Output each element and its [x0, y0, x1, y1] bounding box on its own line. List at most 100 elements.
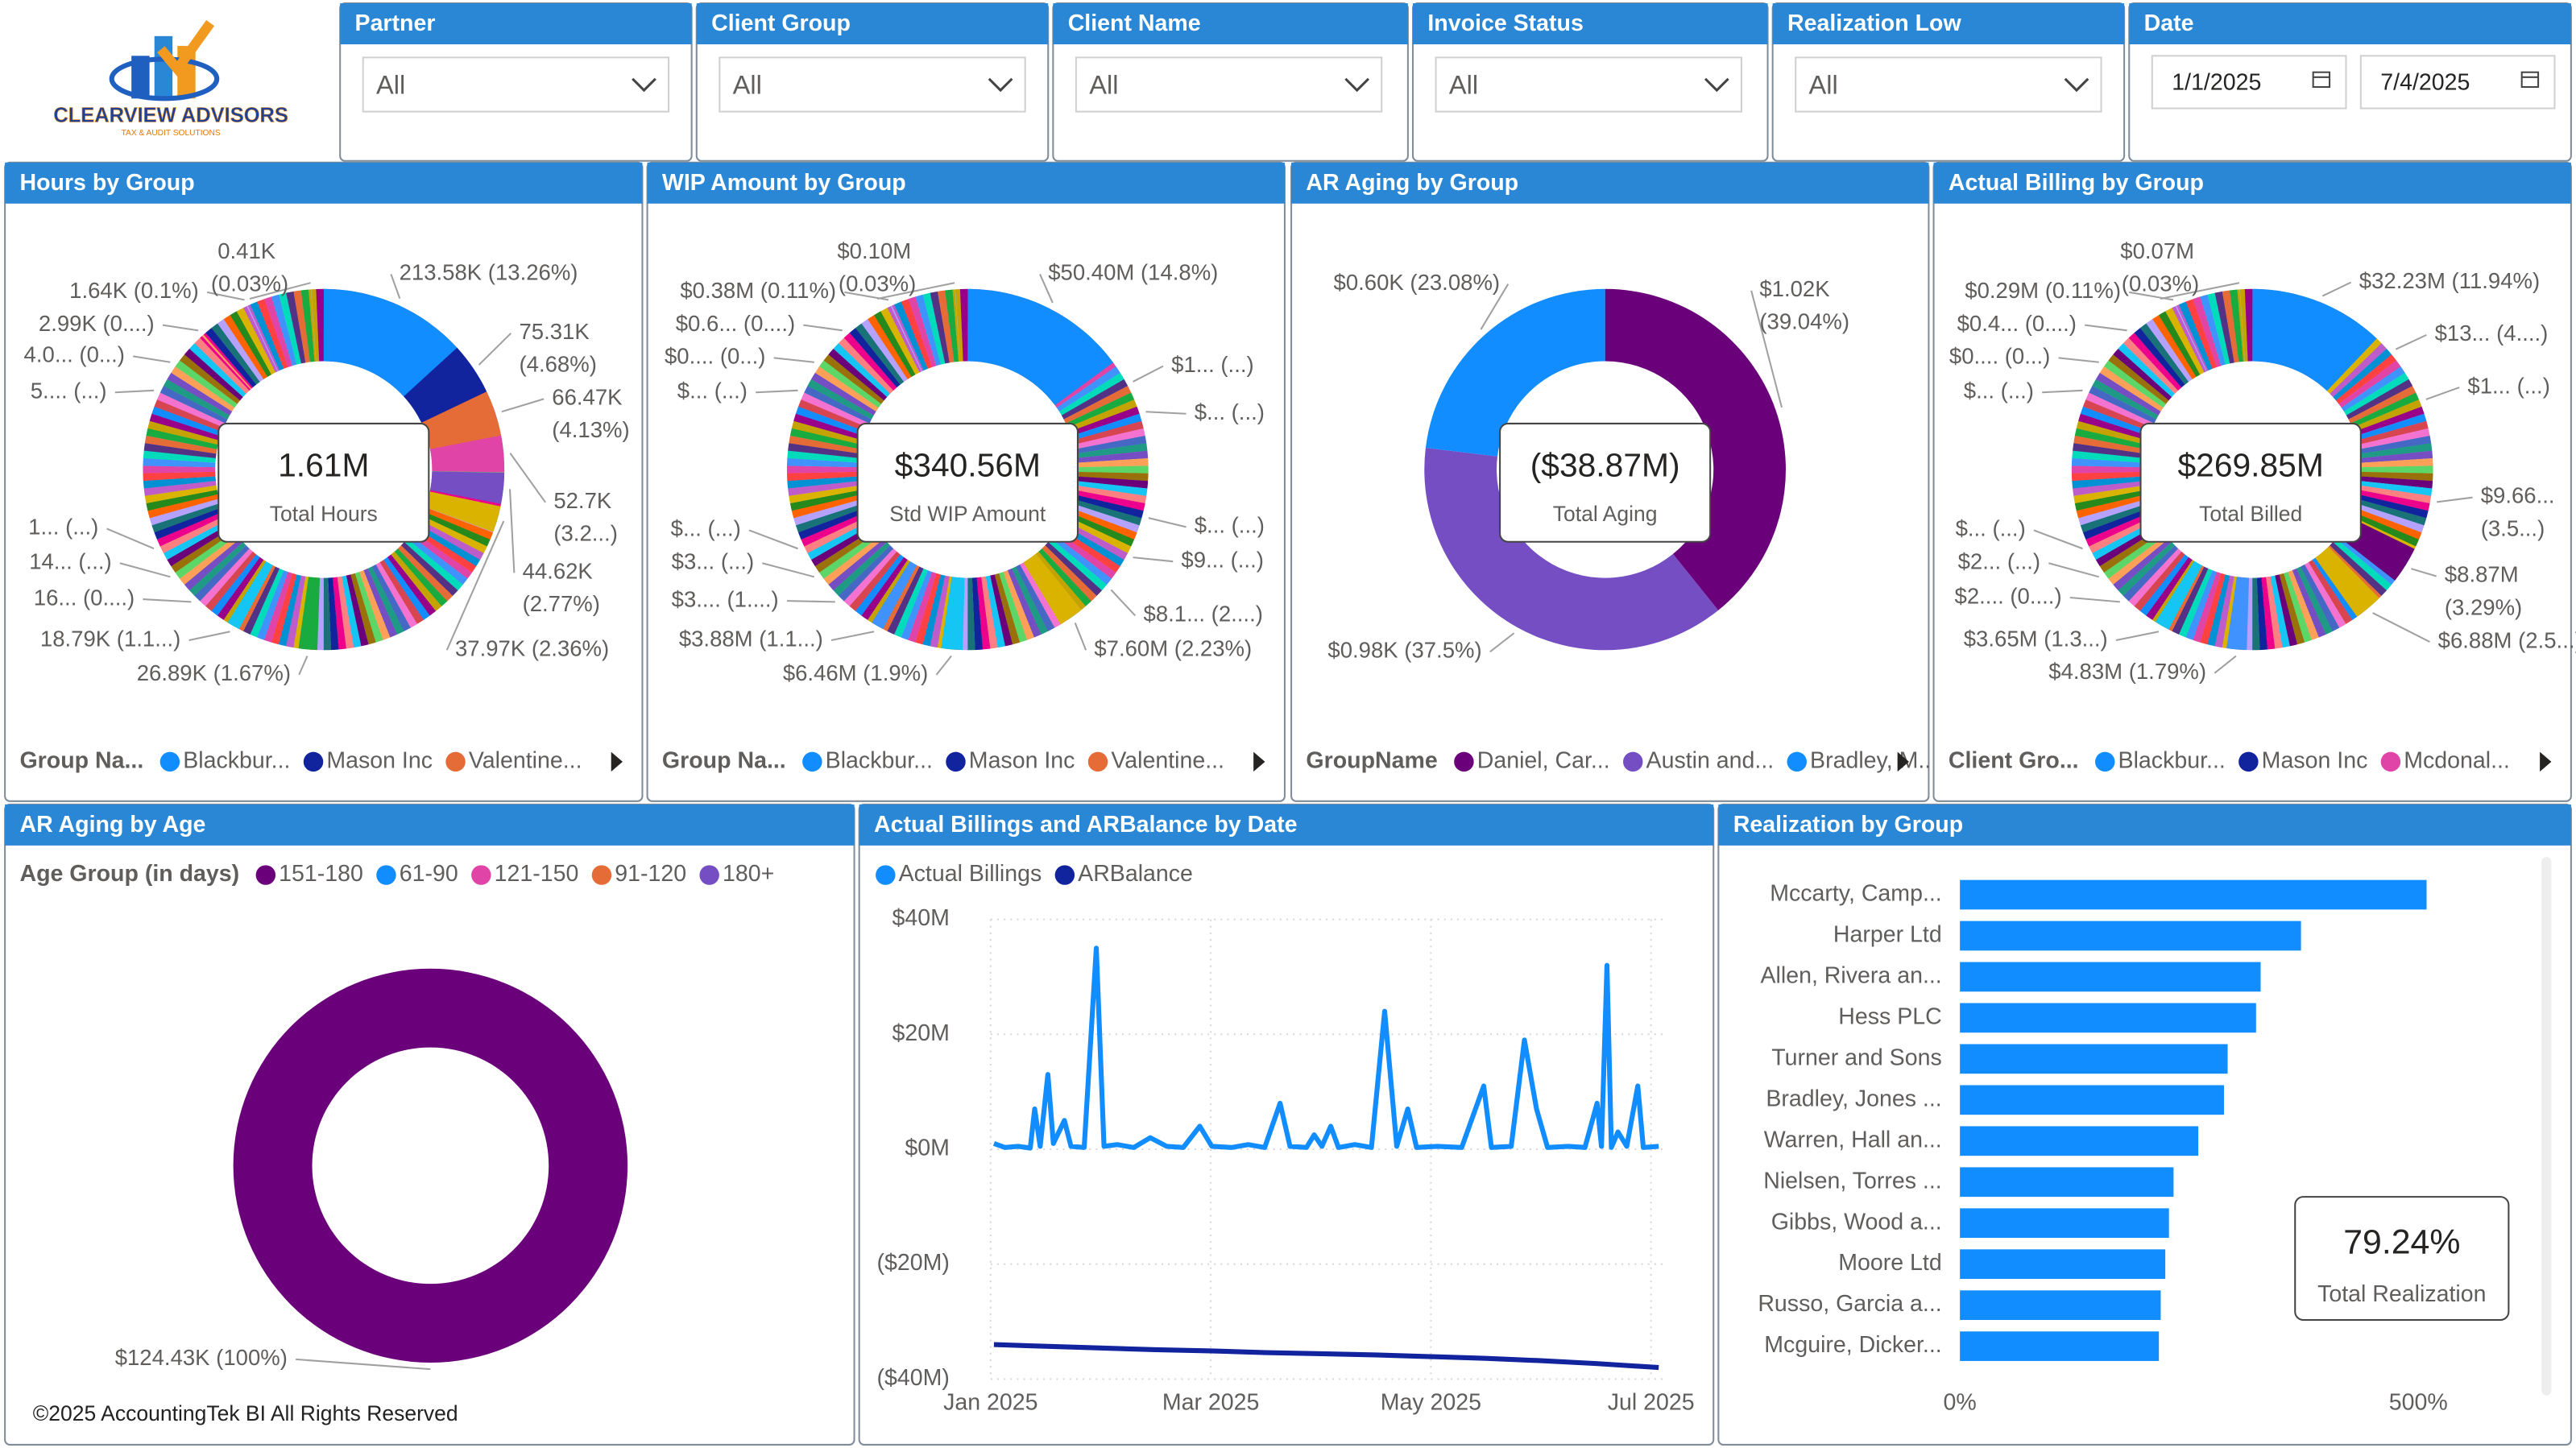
- kpi-card: [217, 422, 430, 543]
- ring-segment: [2214, 291, 2234, 364]
- ring-segment: [1075, 471, 1149, 482]
- ring-segment: [2312, 556, 2359, 620]
- legend-scroll-arrow[interactable]: [2540, 751, 2552, 772]
- ring-segment: [2330, 542, 2387, 597]
- ring-segment: [2134, 551, 2185, 611]
- data-label: $... (...): [1195, 399, 1265, 424]
- ring-segment: [332, 577, 346, 650]
- ring-segment: [271, 294, 297, 366]
- ring-segment: [893, 568, 928, 638]
- data-label: 16... (0....): [34, 585, 135, 610]
- ring-segment: [379, 560, 424, 624]
- ring-segment: [1016, 564, 1055, 631]
- calendar-icon: [2520, 71, 2540, 89]
- leader-line: [119, 562, 171, 578]
- ring-segment: [147, 494, 220, 519]
- ring-segment: [1067, 507, 1137, 540]
- ring-segment: [2270, 575, 2290, 648]
- ring-segment: [861, 319, 908, 383]
- legend-label: Mason Inc: [2262, 747, 2368, 773]
- ring-segment: [818, 531, 882, 579]
- ring-segment: [350, 573, 376, 645]
- filter-dropdown[interactable]: [1435, 56, 1742, 113]
- data-label: $3... (...): [672, 548, 754, 573]
- ring-segment: [999, 572, 1028, 643]
- legend-label: Mcdonal...: [2404, 747, 2510, 773]
- legend-scroll-arrow[interactable]: [1253, 751, 1265, 772]
- ring-segment: [1075, 465, 1149, 474]
- filter-header: [340, 3, 692, 45]
- filter-dropdown[interactable]: [719, 56, 1026, 113]
- filter-dropdown[interactable]: [362, 56, 670, 113]
- ring-segment: [2134, 328, 2185, 388]
- panel-header: [1291, 162, 1929, 204]
- ring-segment: [2237, 288, 2248, 362]
- data-label: $0.98K (37.5%): [1327, 638, 1481, 663]
- ring-segment: [787, 476, 860, 489]
- ring-segment: [2092, 379, 2159, 420]
- ring-segment: [2360, 476, 2433, 489]
- ring-segment: [786, 465, 859, 474]
- ring-segment: [146, 490, 218, 511]
- data-label: $1... (...): [2467, 373, 2549, 398]
- ring-segment: [2359, 443, 2433, 459]
- panel-title: AR Aging by Age: [19, 812, 205, 838]
- ring-segment: [423, 507, 494, 540]
- ring-segment: [795, 406, 867, 436]
- ring-segment: [2165, 308, 2205, 375]
- legend-scroll-arrow[interactable]: [611, 751, 623, 772]
- leader-line: [2395, 333, 2427, 350]
- legend-scroll-arrow[interactable]: [1897, 751, 1909, 772]
- ring-segment: [2350, 511, 2420, 547]
- donut-slice: [421, 391, 502, 450]
- ring-segment: [143, 457, 216, 468]
- scrollbar[interactable]: [2541, 857, 2552, 1396]
- ring-segment: [1054, 360, 1116, 408]
- ring-segment: [2200, 573, 2226, 645]
- ring-segment: [2359, 436, 2432, 454]
- category-label: Warren, Hall an...: [1764, 1127, 1942, 1152]
- ring-segment: [354, 572, 383, 643]
- ring-segment: [2080, 406, 2151, 436]
- ring-segment: [967, 577, 975, 651]
- ring-segment: [2360, 465, 2433, 474]
- ring-segment: [804, 515, 872, 553]
- ring-segment: [2073, 485, 2146, 504]
- leader-line: [1074, 623, 1087, 651]
- ring-segment: [874, 311, 916, 377]
- ring-segment: [159, 515, 228, 553]
- filter-header: [1053, 3, 1408, 45]
- ring-segment: [394, 548, 448, 606]
- ring-segment: [2108, 535, 2169, 585]
- donut-slice: [872, 561, 917, 630]
- ring-segment: [868, 315, 912, 379]
- data-label: 1... (...): [28, 515, 98, 540]
- panel-title: Realization by Group: [1733, 812, 1963, 838]
- kpi-caption: Total Aging: [1553, 502, 1658, 526]
- data-label: $50.40M (14.8%): [1048, 260, 1218, 285]
- category-label: Harper Ltd: [1833, 922, 1942, 948]
- dropdown-chevron: [1704, 77, 1729, 93]
- ring-segment: [2300, 564, 2340, 631]
- category-label: Mccarty, Camp...: [1770, 881, 1942, 907]
- ring-segment: [1071, 420, 1144, 445]
- leader-line: [762, 562, 815, 578]
- ring-segment: [976, 577, 991, 650]
- ring-segment: [2360, 471, 2433, 482]
- ring-segment: [2355, 413, 2427, 441]
- data-label: 18.79K (1.1...): [40, 626, 180, 651]
- filter-label: Realization Low: [1787, 10, 1961, 36]
- logo-check: [157, 19, 215, 77]
- ring-segment: [2123, 545, 2179, 602]
- legend-title: GroupName: [1306, 747, 1437, 773]
- leader-line: [2321, 281, 2352, 297]
- line-series: [993, 1342, 1659, 1371]
- ring-segment: [188, 541, 246, 596]
- ring-segment: [2128, 548, 2182, 606]
- ring-segment: [205, 328, 257, 388]
- leader-line: [830, 631, 875, 642]
- data-label: $... (...): [1195, 513, 1265, 538]
- filter-dropdown[interactable]: [1795, 56, 2102, 113]
- filter-dropdown[interactable]: [1075, 56, 1383, 113]
- data-label: $3.65M (1.3...): [1964, 626, 2108, 651]
